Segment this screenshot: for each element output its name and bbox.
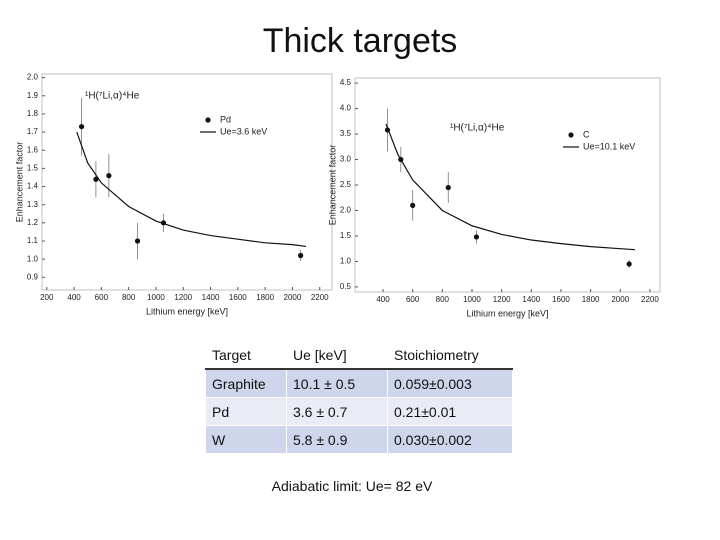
y-tick-label: 1.3 bbox=[27, 200, 39, 209]
data-point bbox=[78, 124, 85, 130]
cell: W bbox=[205, 425, 287, 454]
legend-label: C bbox=[583, 129, 590, 139]
cell: Pd bbox=[205, 397, 287, 426]
header-cell: Stoichiometry bbox=[387, 340, 513, 370]
y-tick-label: 1.7 bbox=[27, 127, 39, 136]
cell: 10.1 ± 0.5 bbox=[286, 368, 388, 398]
y-tick-label: 4.0 bbox=[340, 104, 352, 113]
plot-frame bbox=[354, 77, 661, 293]
y-tick-label: 1.5 bbox=[340, 231, 352, 240]
x-tick-label: 2200 bbox=[311, 293, 329, 302]
table-row: Pd 3.6 ± 0.7 0.21±0.01 bbox=[205, 397, 513, 426]
x-tick-label: 1000 bbox=[147, 293, 165, 302]
y-tick-label: 1.5 bbox=[27, 163, 39, 172]
x-tick-label: 2000 bbox=[611, 295, 629, 304]
y-tick-label: 2.5 bbox=[340, 180, 352, 189]
legend-label: Pd bbox=[220, 114, 231, 124]
x-tick-label: 400 bbox=[376, 295, 390, 304]
x-tick-label: 2000 bbox=[284, 293, 302, 302]
x-tick-label: 1800 bbox=[582, 295, 600, 304]
y-tick-label: 2.0 bbox=[340, 206, 352, 215]
x-tick-label: 1800 bbox=[256, 293, 274, 302]
y-tick-label: 2.0 bbox=[27, 73, 39, 82]
y-tick-label: 4.5 bbox=[340, 78, 352, 87]
x-tick-label: 2200 bbox=[641, 295, 659, 304]
x-tick-label: 1400 bbox=[202, 293, 220, 302]
y-tick-label: 1.6 bbox=[27, 145, 39, 154]
y-tick-label: 0.5 bbox=[340, 282, 352, 291]
x-tick-label: 1600 bbox=[229, 293, 247, 302]
header-cell: Target bbox=[205, 340, 287, 370]
x-tick-label: 800 bbox=[122, 293, 136, 302]
table-row: W 5.8 ± 0.9 0.030±0.002 bbox=[205, 425, 513, 454]
x-axis-label: Lithium energy [keV] bbox=[466, 308, 548, 318]
cell: 0.030±0.002 bbox=[387, 425, 513, 454]
data-point bbox=[626, 261, 632, 267]
y-tick-label: 1.9 bbox=[27, 91, 39, 100]
header-cell: Ue [keV] bbox=[286, 340, 388, 370]
x-tick-label: 600 bbox=[406, 295, 420, 304]
data-point bbox=[445, 184, 451, 191]
data-point bbox=[134, 238, 141, 244]
legend-marker bbox=[205, 117, 211, 123]
y-tick-label: 1.2 bbox=[27, 218, 39, 227]
data-point bbox=[106, 173, 112, 179]
annotation: ¹H(⁷Li,α)⁴He bbox=[450, 123, 505, 134]
x-axis-label: Lithium energy [keV] bbox=[146, 306, 228, 316]
cell: 0.059±0.003 bbox=[387, 368, 513, 398]
cell: 0.21±0.01 bbox=[387, 397, 513, 426]
x-tick-label: 600 bbox=[95, 293, 109, 302]
data-point bbox=[410, 202, 416, 208]
legend-marker bbox=[568, 132, 574, 138]
table-row: Graphite 10.1 ± 0.5 0.059±0.003 bbox=[205, 368, 513, 398]
y-tick-label: 1.1 bbox=[27, 236, 39, 245]
x-tick-label: 800 bbox=[436, 295, 450, 304]
y-tick-label: 3.0 bbox=[340, 155, 352, 164]
fit-line bbox=[76, 131, 307, 248]
results-table: Target Ue [keV] Stoichiometry Graphite 1… bbox=[205, 340, 513, 454]
x-tick-label: 200 bbox=[40, 293, 54, 302]
x-tick-label: 1400 bbox=[522, 295, 540, 304]
x-tick-label: 1200 bbox=[493, 295, 511, 304]
y-tick-label: 0.9 bbox=[27, 272, 39, 281]
cell: 3.6 ± 0.7 bbox=[286, 397, 388, 426]
annotation: ¹H(⁷Li,α)⁴He bbox=[85, 91, 140, 102]
x-tick-label: 1200 bbox=[174, 293, 192, 302]
y-tick-label: 1.0 bbox=[340, 257, 352, 266]
fit-line bbox=[385, 123, 636, 251]
data-point bbox=[93, 176, 99, 182]
data-point bbox=[298, 252, 304, 259]
y-axis-label: Enhancement factor bbox=[14, 142, 24, 223]
table-header: Target Ue [keV] Stoichiometry bbox=[205, 340, 513, 370]
legend-label: Ue=10.1 keV bbox=[583, 141, 635, 151]
footnote: Adiabatic limit: Ue= 82 eV bbox=[271, 478, 433, 494]
data-point bbox=[473, 234, 480, 240]
y-tick-label: 1.8 bbox=[27, 109, 39, 118]
slide-title: Thick targets bbox=[262, 22, 458, 60]
cell: Graphite bbox=[205, 368, 287, 398]
x-tick-label: 1000 bbox=[463, 295, 481, 304]
legend-label: Ue=3.6 keV bbox=[220, 126, 267, 136]
y-tick-label: 3.5 bbox=[340, 129, 352, 138]
plot-frame bbox=[41, 73, 333, 291]
x-tick-label: 400 bbox=[67, 293, 81, 302]
y-tick-label: 1.0 bbox=[27, 254, 39, 263]
y-axis-label: Enhancement factor bbox=[327, 145, 337, 226]
x-tick-label: 1600 bbox=[552, 295, 570, 304]
cell: 5.8 ± 0.9 bbox=[286, 425, 388, 454]
y-tick-label: 1.4 bbox=[27, 182, 39, 191]
